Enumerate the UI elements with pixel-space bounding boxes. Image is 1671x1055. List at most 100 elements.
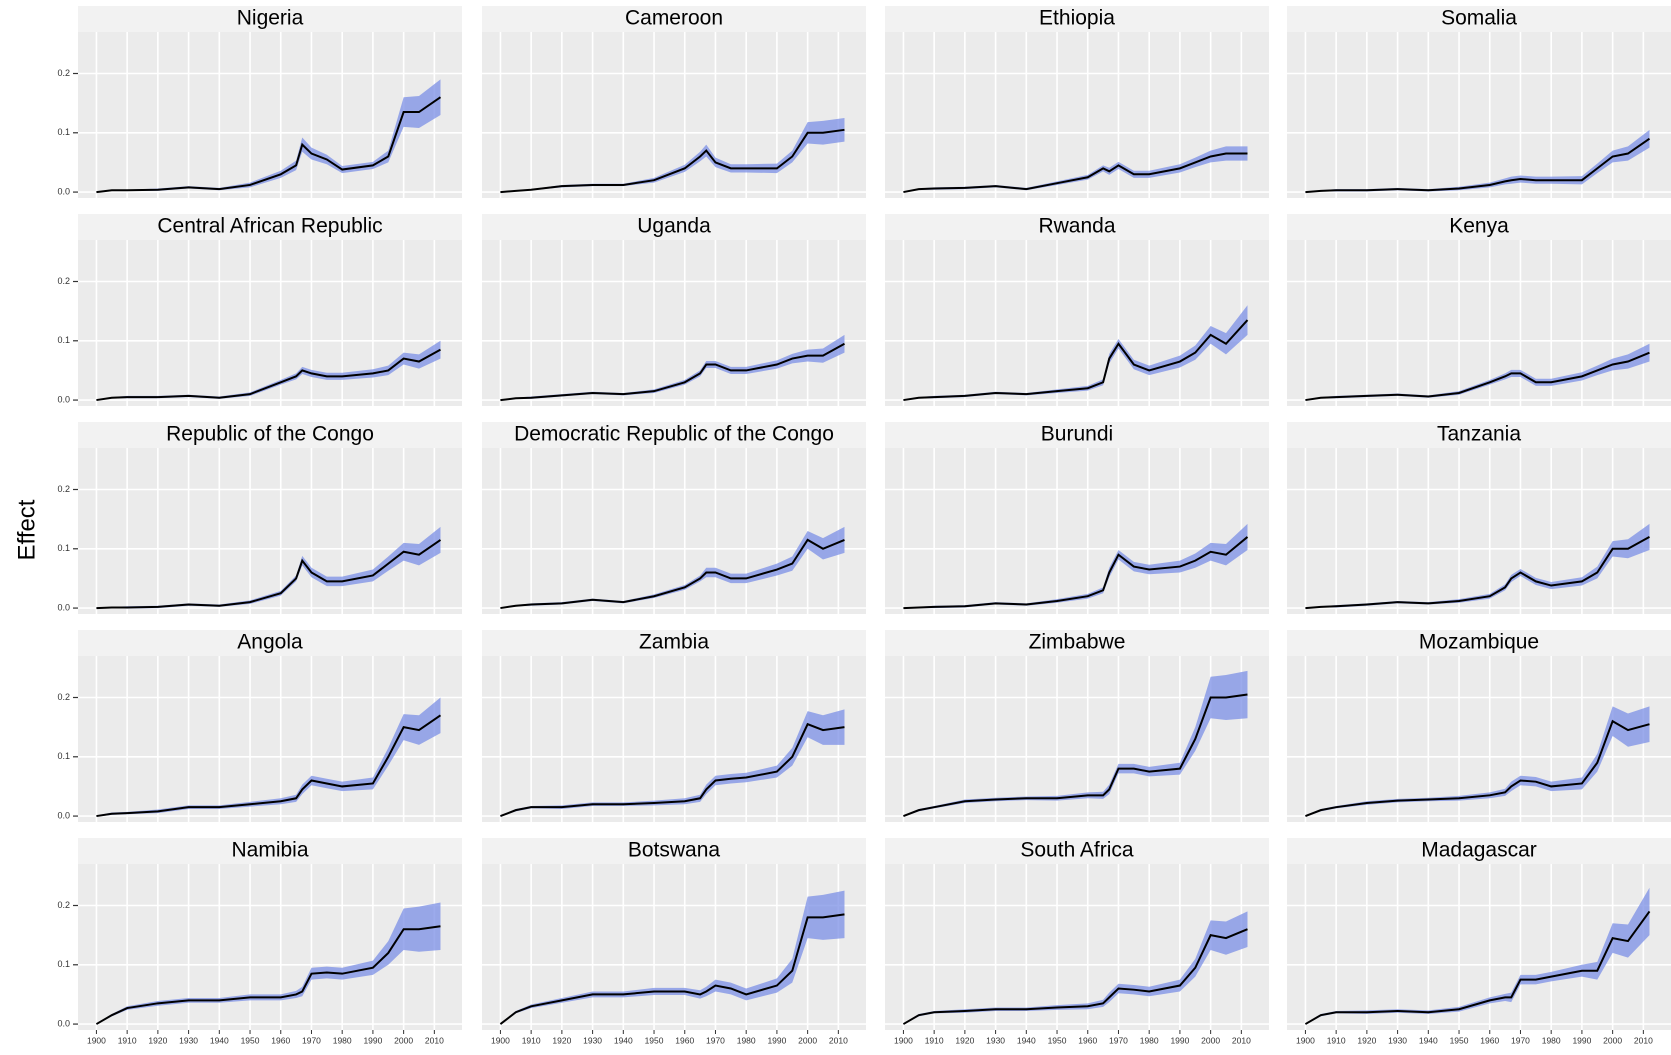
x-tick-label: 1930 — [1388, 1035, 1407, 1045]
facet-panel: Zambia — [482, 630, 866, 822]
panel-title: Nigeria — [237, 7, 304, 30]
facet-panel: South Africa 1900 1910 1920 1930 1940 1950 1960… — [885, 838, 1269, 1045]
facet-panel: Namibia 1900 1910 1920 1930 1940 1950 1960 1970 1… — [57, 838, 462, 1045]
x-tick-label: 1910 — [118, 1035, 137, 1045]
y-tick-label: 0.0 — [57, 1018, 70, 1028]
panel-background — [885, 448, 1269, 614]
x-tick-label: 1940 — [1017, 1035, 1036, 1045]
x-tick-label: 1910 — [925, 1035, 944, 1045]
x-tick-label: 2010 — [1232, 1035, 1251, 1045]
confidence-band — [500, 117, 845, 193]
y-tick-label: 0.0 — [57, 186, 70, 196]
effect-line — [96, 348, 441, 402]
panel-title: Somalia — [1441, 7, 1517, 30]
x-tick-label: 1970 — [302, 1035, 321, 1045]
effect-line — [500, 128, 845, 194]
x-tick-label: 1930 — [179, 1035, 198, 1045]
x-tick-label: 1970 — [1109, 1035, 1128, 1045]
confidence-band — [500, 334, 845, 401]
x-tick-label: 1910 — [1327, 1035, 1346, 1045]
panel-strip — [482, 838, 866, 864]
confidence-band — [96, 340, 441, 401]
facet-panel: Kenya — [1287, 214, 1671, 406]
y-tick-label: 0.1 — [57, 543, 70, 553]
panel-background — [482, 240, 866, 406]
y-tick-label: 0.1 — [57, 959, 70, 969]
x-tick-label: 2000 — [394, 1035, 413, 1045]
effect-line — [1305, 536, 1650, 610]
facet-panel: Central African Republic 0.0 0.1 0.2 — [57, 214, 462, 406]
panel-background — [1287, 448, 1671, 614]
x-tick-label: 2000 — [798, 1035, 817, 1045]
panel-background — [885, 32, 1269, 198]
x-tick-label: 1930 — [986, 1035, 1005, 1045]
x-tick-label: 1900 — [87, 1035, 106, 1045]
panel-strip — [885, 6, 1269, 32]
x-tick-label: 1920 — [552, 1035, 571, 1045]
panel-background — [78, 240, 462, 406]
facet-panel: Botswana 1900 1910 1920 1930 1940 1950 1960 1970… — [482, 838, 866, 1045]
facet-panel: Somalia — [1287, 6, 1671, 198]
panel-strip — [482, 6, 866, 32]
confidence-band — [1305, 523, 1650, 609]
effect-line — [499, 913, 845, 1025]
x-tick-label: 1960 — [271, 1035, 290, 1045]
effect-line — [1305, 137, 1651, 194]
x-tick-label: 1900 — [491, 1035, 510, 1045]
panel-title: Namibia — [231, 839, 308, 862]
y-tick-label: 0.2 — [57, 692, 70, 702]
effect-line — [903, 693, 1248, 818]
x-tick-label: 1950 — [241, 1035, 260, 1045]
facet-panel: Tanzania — [1287, 422, 1671, 614]
facet-panel: Cameroon — [482, 6, 866, 198]
panel-title: Democratic Republic of the Congo — [514, 423, 834, 446]
x-tick-label: 1930 — [583, 1035, 602, 1045]
x-tick-label: 1970 — [1511, 1035, 1530, 1045]
x-tick-label: 1940 — [1419, 1035, 1438, 1045]
panel-strip — [78, 422, 462, 448]
x-tick-label: 1910 — [522, 1035, 541, 1045]
x-tick-label: 1960 — [1480, 1035, 1499, 1045]
confidence-band — [1305, 129, 1650, 193]
facet-panel: Zimbabwe — [885, 630, 1269, 822]
y-axis-label: Effect — [13, 499, 40, 560]
panel-title: Mozambique — [1419, 631, 1539, 654]
panel-title: Tanzania — [1437, 423, 1521, 446]
effect-line — [1305, 351, 1650, 402]
y-tick-label: 0.1 — [57, 751, 70, 761]
confidence-band — [903, 911, 1248, 1025]
x-tick-label: 1990 — [363, 1035, 382, 1045]
panel-strip — [885, 838, 1269, 864]
effect-line — [96, 96, 442, 194]
y-tick-label: 0.2 — [57, 68, 70, 78]
x-tick-label: 1940 — [210, 1035, 229, 1045]
panel-title: Cameroon — [625, 7, 723, 30]
confidence-band — [903, 670, 1248, 817]
y-tick-label: 0.0 — [57, 394, 70, 404]
facet-panel: Republic of the Congo 0.0 0.1 0.2 — [57, 422, 462, 614]
confidence-band — [96, 902, 441, 1025]
facet-panel: Burundi — [885, 422, 1269, 614]
confidence-band — [96, 79, 441, 193]
panel-title: Uganda — [637, 215, 711, 238]
panel-strip — [482, 214, 866, 240]
panel-background — [78, 32, 462, 198]
panel-strip — [78, 630, 462, 656]
x-tick-label: 1950 — [1450, 1035, 1469, 1045]
x-tick-label: 1960 — [675, 1035, 694, 1045]
facet-panel: Democratic Republic of the Congo — [482, 422, 866, 614]
confidence-band — [96, 697, 441, 817]
x-tick-label: 2010 — [1634, 1035, 1653, 1045]
facet-panel: Nigeria 0.0 0.1 0.2 — [57, 6, 462, 198]
y-tick-label: 0.2 — [57, 900, 70, 910]
y-tick-label: 0.0 — [57, 810, 70, 820]
panel-background — [1287, 32, 1671, 198]
x-tick-label: 1980 — [333, 1035, 352, 1045]
y-tick-label: 0.1 — [57, 127, 70, 137]
panel-strip — [1287, 214, 1671, 240]
panel-strip — [885, 630, 1269, 656]
effect-line — [95, 925, 441, 1025]
x-tick-label: 1900 — [1296, 1035, 1315, 1045]
